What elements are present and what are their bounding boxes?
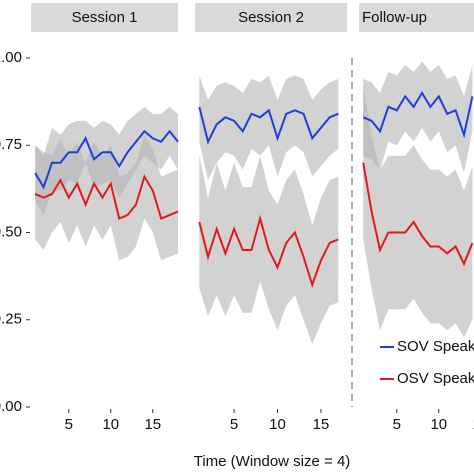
x-tick-label: 15 <box>313 416 330 433</box>
x-tick-label: 5 <box>393 416 401 433</box>
x-tick-label: 5 <box>230 416 238 433</box>
ribbon <box>363 85 473 338</box>
ribbon <box>35 134 179 261</box>
y-tick-label: 0.75 <box>0 136 22 153</box>
y-tick-label: 1.00 <box>0 49 22 66</box>
legend-label: SOV Speakers <box>397 338 474 355</box>
line <box>362 162 474 267</box>
line <box>198 106 339 145</box>
line <box>362 90 474 139</box>
ribbon <box>363 61 473 174</box>
line <box>34 174 179 220</box>
panel-title: Follow-up <box>362 9 427 26</box>
ribbon <box>199 75 339 181</box>
x-tick-label: 10 <box>269 416 286 433</box>
x-tick-label: 15 <box>144 416 161 433</box>
legend-label: OSV Speakers <box>397 370 474 387</box>
line <box>198 214 339 289</box>
strip <box>31 3 178 32</box>
x-tick-label: 5 <box>65 416 73 433</box>
panel-title: Session 1 <box>72 9 138 26</box>
x-axis-label: Time (Window size = 4) <box>194 453 351 470</box>
y-tick-label: 0.50 <box>0 223 22 240</box>
y-tick-label: 0.00 <box>0 398 22 415</box>
strip <box>359 3 474 32</box>
x-tick-label: 15 <box>472 416 474 433</box>
line <box>34 129 179 190</box>
x-tick-label: 10 <box>430 416 447 433</box>
strip <box>195 3 347 32</box>
x-tick-label: 10 <box>102 416 119 433</box>
panel-title: Session 2 <box>238 9 304 26</box>
y-tick-label: 0.25 <box>0 311 22 328</box>
